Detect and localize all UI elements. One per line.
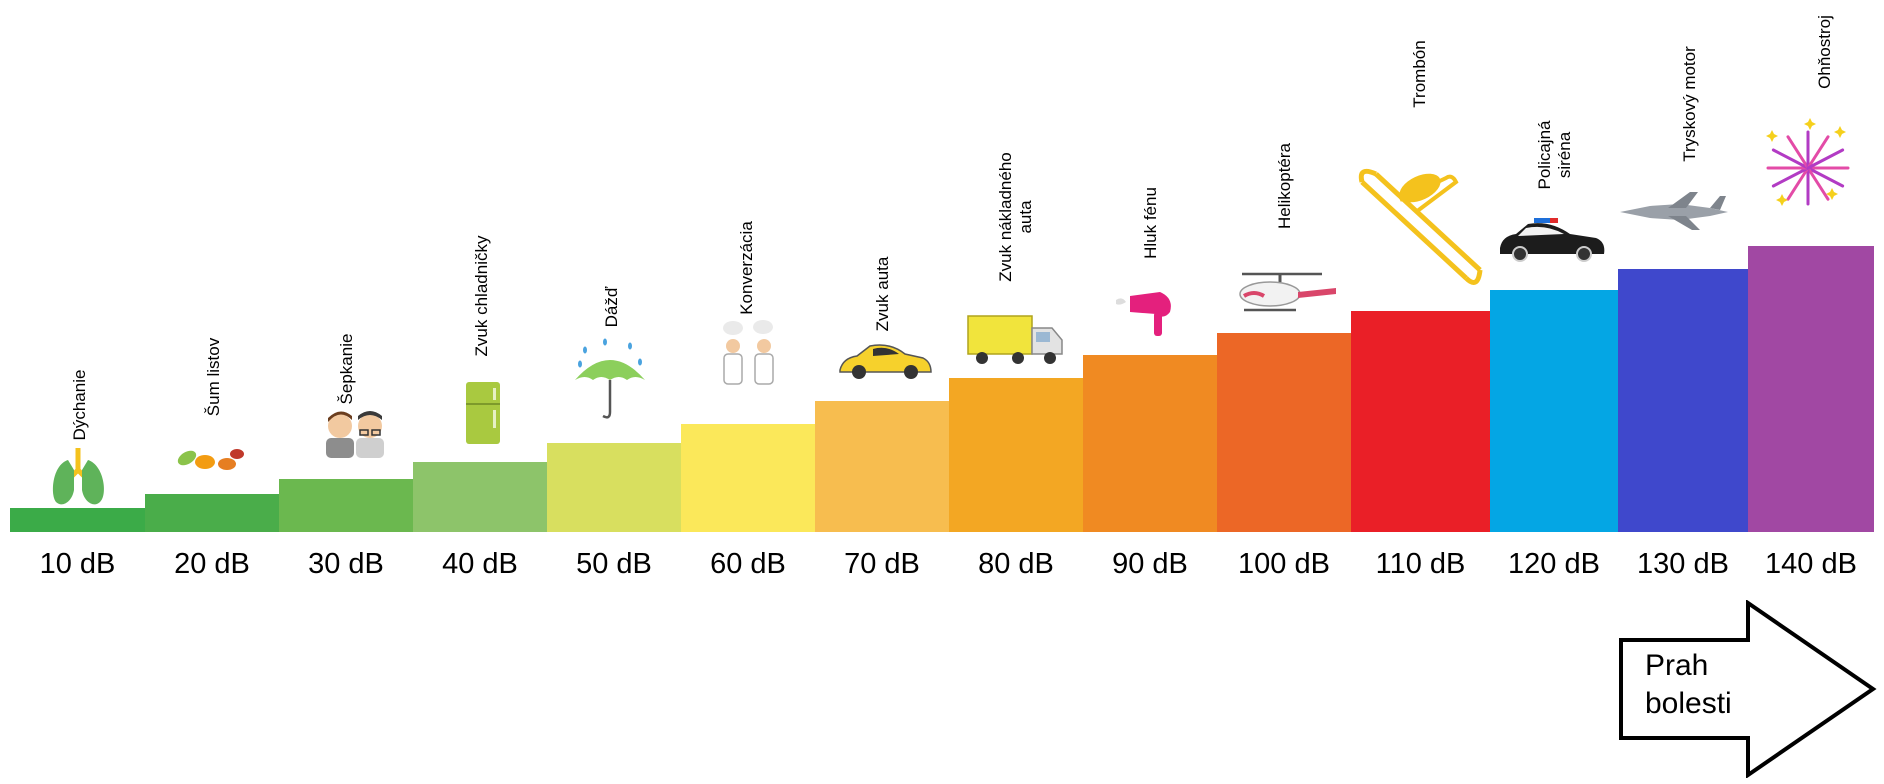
level-bar-11: [1351, 311, 1490, 532]
decibel-value-8: 80 dB: [978, 548, 1054, 580]
sound-source-label-line: Dýchanie: [70, 369, 89, 441]
pain-threshold-line1: Prah: [1645, 649, 1709, 682]
sound-source-label-line: auta: [1016, 200, 1035, 234]
level-bar-12: [1490, 290, 1618, 532]
hair-dryer-icon: [1116, 292, 1171, 336]
sound-source-label-line: Dážď: [602, 286, 621, 328]
decibel-value-1: 10 dB: [39, 548, 116, 580]
pain-threshold-arrow: [1618, 599, 1878, 779]
decibel-value-3: 30 dB: [308, 548, 384, 580]
level-bar-7: [815, 401, 949, 532]
sound-source-label-13: Tryskový motor: [1680, 46, 1700, 162]
decibel-value-14: 140 dB: [1765, 548, 1857, 580]
sound-source-label-4: Zvuk chladničky: [472, 236, 492, 357]
sound-source-label-12: Policajná siréna: [1535, 121, 1575, 190]
level-bar-3: [279, 479, 413, 532]
arrow-shape: [1619, 599, 1877, 779]
sound-source-label-line: siréna: [1555, 131, 1574, 179]
decibel-value-7: 70 dB: [844, 548, 920, 580]
conversation-people-icon: [723, 320, 774, 385]
whispering-people-icon: [326, 411, 384, 458]
level-bar-8: [949, 378, 1083, 532]
sound-source-label-line: Hluk fénu: [1141, 187, 1160, 259]
sound-source-label-2: Šum listov: [204, 338, 224, 416]
level-bar-4: [413, 462, 547, 532]
sound-source-label-6: Konverzácia: [737, 221, 757, 315]
decibel-value-13: 130 dB: [1637, 548, 1729, 580]
decibel-value-11: 110 dB: [1375, 548, 1466, 580]
decibel-value-10: 100 dB: [1238, 548, 1330, 580]
level-bar-5: [547, 443, 681, 532]
decibel-value-6: 60 dB: [710, 548, 786, 580]
sound-source-label-5: Dážď: [602, 287, 622, 328]
sound-source-label-line: Trombón: [1410, 40, 1429, 108]
sound-source-label-9: Hluk fénu: [1141, 187, 1161, 259]
level-bar-1: [10, 508, 145, 532]
leaves-icon: [177, 449, 244, 470]
decibel-value-4: 40 dB: [442, 548, 518, 580]
sound-source-label-11: Trombón: [1410, 40, 1430, 107]
sound-source-label-line: Zvuk auta: [873, 256, 892, 332]
sound-source-label-14: Ohňostroj: [1815, 15, 1835, 89]
level-bar-14: [1748, 246, 1874, 532]
level-bar-13: [1618, 269, 1748, 532]
pain-threshold-label: Prah bolesti: [1645, 647, 1732, 723]
sound-source-label-line: Zvuk chladničky: [472, 235, 491, 357]
sound-source-label-8: Zvuk nákladného auta: [996, 152, 1036, 281]
sound-source-label-7: Zvuk auta: [873, 257, 893, 332]
sound-source-label-line: Tryskový motor: [1680, 46, 1699, 162]
sound-source-label-10: Helikoptéra: [1275, 143, 1295, 229]
sound-source-label-line: Konverzácia: [737, 221, 756, 315]
level-bar-2: [145, 494, 279, 532]
pain-threshold-line2: bolesti: [1645, 687, 1732, 720]
level-bar-6: [681, 424, 815, 532]
level-bar-9: [1083, 355, 1217, 532]
fireworks-icon: [1766, 118, 1850, 206]
trombone-icon: [1358, 168, 1483, 285]
helicopter-icon: [1239, 272, 1336, 312]
decibel-value-2: 20 dB: [174, 548, 250, 580]
sound-source-label-line: Helikoptéra: [1275, 143, 1294, 229]
umbrella-rain-icon: [575, 338, 645, 419]
sound-source-label-3: Šepkanie: [337, 334, 357, 405]
refrigerator-icon: [466, 382, 500, 444]
car-icon: [839, 344, 932, 379]
decibel-value-12: 120 dB: [1508, 548, 1600, 580]
level-bar-10: [1217, 333, 1351, 532]
decibel-value-5: 50 dB: [576, 548, 652, 580]
sound-source-label-line: Šepkanie: [337, 333, 356, 405]
sound-source-label-line: Zvuk nákladného: [996, 152, 1015, 282]
truck-icon: [967, 315, 1063, 364]
sound-source-label-1: Dýchanie: [70, 370, 90, 441]
police-car-icon: [1500, 218, 1605, 262]
lungs-icon: [52, 448, 104, 505]
jet-icon: [1620, 192, 1728, 230]
sound-source-label-line: Šum listov: [204, 337, 223, 417]
decibel-value-9: 90 dB: [1112, 548, 1188, 580]
sound-source-label-line: Policajná: [1535, 120, 1554, 190]
sound-source-label-line: Ohňostroj: [1815, 15, 1834, 89]
